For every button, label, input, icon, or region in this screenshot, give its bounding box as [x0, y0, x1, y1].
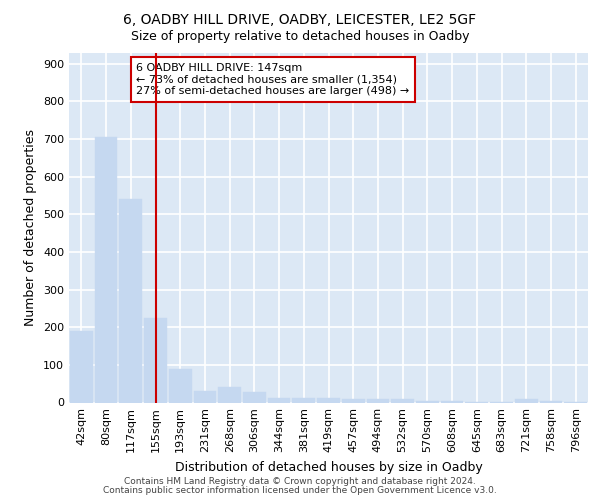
Bar — [317, 398, 340, 402]
X-axis label: Distribution of detached houses by size in Oadby: Distribution of detached houses by size … — [175, 461, 482, 474]
Text: 6 OADBY HILL DRIVE: 147sqm
← 73% of detached houses are smaller (1,354)
27% of s: 6 OADBY HILL DRIVE: 147sqm ← 73% of deta… — [136, 63, 410, 96]
Bar — [218, 388, 241, 402]
Bar — [119, 200, 142, 402]
Bar — [292, 398, 315, 402]
Text: Size of property relative to detached houses in Oadby: Size of property relative to detached ho… — [131, 30, 469, 43]
Bar — [342, 398, 365, 402]
Text: 6, OADBY HILL DRIVE, OADBY, LEICESTER, LE2 5GF: 6, OADBY HILL DRIVE, OADBY, LEICESTER, L… — [124, 12, 476, 26]
Bar — [144, 318, 167, 402]
Bar — [194, 391, 216, 402]
Bar — [268, 398, 290, 402]
Bar — [367, 399, 389, 402]
Bar — [95, 137, 118, 402]
Bar — [70, 331, 93, 402]
Bar — [416, 400, 439, 402]
Text: Contains HM Land Registry data © Crown copyright and database right 2024.: Contains HM Land Registry data © Crown c… — [124, 477, 476, 486]
Bar — [169, 368, 191, 402]
Bar — [243, 392, 266, 402]
Bar — [515, 400, 538, 402]
Bar — [539, 400, 562, 402]
Bar — [391, 400, 414, 402]
Y-axis label: Number of detached properties: Number of detached properties — [25, 129, 37, 326]
Text: Contains public sector information licensed under the Open Government Licence v3: Contains public sector information licen… — [103, 486, 497, 495]
